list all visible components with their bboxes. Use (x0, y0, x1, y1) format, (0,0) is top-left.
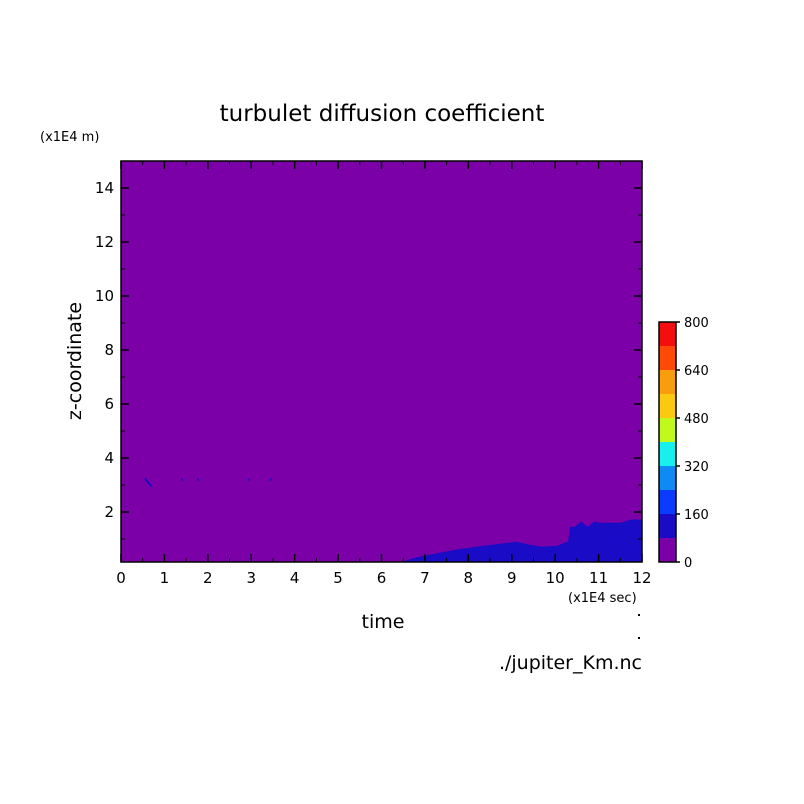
contour-feature (144, 477, 153, 488)
y-unit-label: (x1E4 m) (40, 130, 99, 145)
x-tick-label: 7 (420, 569, 430, 587)
colorbar-swatch (659, 490, 676, 514)
colorbar: 0 160 320 480 640 800 (658, 316, 709, 571)
contour-region (403, 519, 642, 562)
x-tick-label: 0 (116, 569, 126, 587)
plot-background-fill (121, 161, 642, 562)
y-tick-label: 6 (104, 395, 114, 413)
y-axis-label: z-coordinate (64, 302, 86, 420)
x-tick-label: 1 (160, 569, 170, 587)
colorbar-swatch (659, 394, 676, 418)
colorbar-tick-label: 640 (684, 364, 709, 379)
x-tick-label: 8 (464, 569, 474, 587)
x-tick-label: 10 (546, 569, 565, 587)
x-tick-label: 2 (203, 569, 213, 587)
x-tick-label: 6 (377, 569, 387, 587)
corner-mark (638, 614, 640, 616)
x-tick-label: 9 (507, 569, 517, 587)
y-tick-label: 4 (104, 449, 114, 467)
colorbar-swatch (659, 442, 676, 466)
plot-area (120, 160, 643, 563)
colorbar-swatch (659, 538, 676, 562)
chart-title: turbulet diffusion coefficient (220, 101, 545, 127)
x-axis-label: time (362, 611, 405, 633)
y-tick-label: 14 (95, 179, 114, 197)
x-tick-label: 5 (333, 569, 343, 587)
y-tick-label: 10 (95, 287, 114, 305)
colorbar-tick-label: 320 (684, 460, 709, 475)
x-tick-label: 12 (632, 569, 651, 587)
x-tick-label: 11 (589, 569, 608, 587)
colorbar-tick-label: 800 (684, 316, 709, 331)
colorbar-swatch (659, 466, 676, 490)
colorbar-swatch (659, 370, 676, 394)
colorbar-swatch (659, 514, 676, 538)
colorbar-swatch (659, 322, 676, 346)
source-file-label: ./jupiter_Km.nc (499, 652, 642, 674)
x-axis: 0 1 2 3 4 5 6 7 8 9 10 11 12 (116, 161, 652, 587)
y-tick-label: 2 (104, 503, 114, 521)
contour-regions (403, 519, 642, 562)
colorbar-swatch (659, 346, 676, 370)
y-tick-label: 8 (104, 341, 114, 359)
contour-small-features (144, 477, 632, 542)
y-axis: 2 4 6 8 10 12 14 (95, 179, 642, 540)
colorbar-tick-label: 0 (684, 556, 692, 571)
corner-mark (638, 637, 640, 639)
x-tick-label: 3 (246, 569, 256, 587)
colorbar-tick-label: 480 (684, 412, 709, 427)
x-tick-label: 4 (290, 569, 300, 587)
colorbar-tick-label: 160 (684, 508, 709, 523)
x-unit-label: (x1E4 sec) (568, 591, 637, 606)
y-tick-label: 12 (95, 233, 114, 251)
colorbar-frame (658, 321, 677, 563)
colorbar-swatch (659, 418, 676, 442)
